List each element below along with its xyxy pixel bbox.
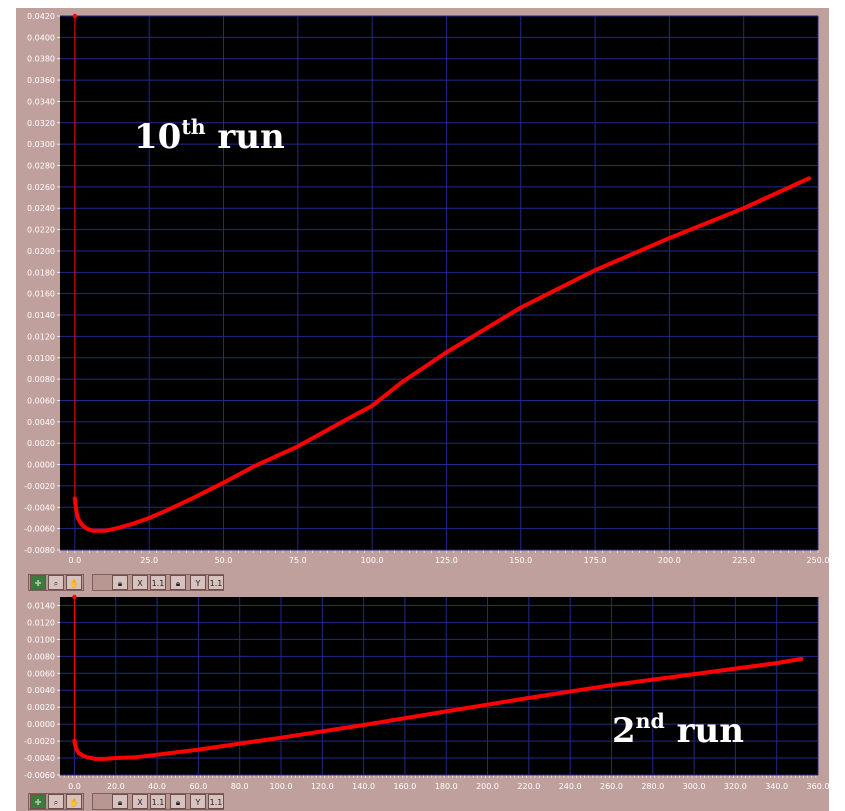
lock-icon[interactable]: 🔒︎ <box>170 794 186 809</box>
graph-panel-top <box>16 8 829 594</box>
zoom-icon[interactable]: ⌕ <box>48 575 64 590</box>
y-format-icon[interactable]: 1.1 <box>208 794 224 809</box>
x-format-icon[interactable]: 1.1 <box>150 794 166 809</box>
zoom-icon[interactable]: ⌕ <box>48 794 64 809</box>
pan-hand-icon[interactable]: ✋ <box>66 794 82 809</box>
y-scale-icon[interactable]: Y <box>190 794 206 809</box>
pan-hand-icon[interactable]: ✋ <box>66 575 82 590</box>
graph-toolbar-bottom: ✛ ⌕ ✋ 🔒︎ X 1.1 🔒︎ Y 1.1 <box>16 792 829 811</box>
crosshair-cursor-icon[interactable]: ✛ <box>30 575 46 590</box>
crosshair-cursor-icon[interactable]: ✛ <box>30 794 46 809</box>
y-scale-icon[interactable]: Y <box>190 575 206 590</box>
graph-toolbar-top: ✛ ⌕ ✋ 🔒︎ X 1.1 🔒︎ Y 1.1 <box>16 572 829 592</box>
lock-icon[interactable]: 🔒︎ <box>112 794 128 809</box>
y-format-icon[interactable]: 1.1 <box>208 575 224 590</box>
graph-panel-bottom <box>16 594 829 811</box>
lock-icon[interactable]: 🔒︎ <box>112 575 128 590</box>
x-format-icon[interactable]: 1.1 <box>150 575 166 590</box>
lock-icon[interactable]: 🔒︎ <box>170 575 186 590</box>
x-scale-icon[interactable]: X <box>132 575 148 590</box>
x-scale-icon[interactable]: X <box>132 794 148 809</box>
